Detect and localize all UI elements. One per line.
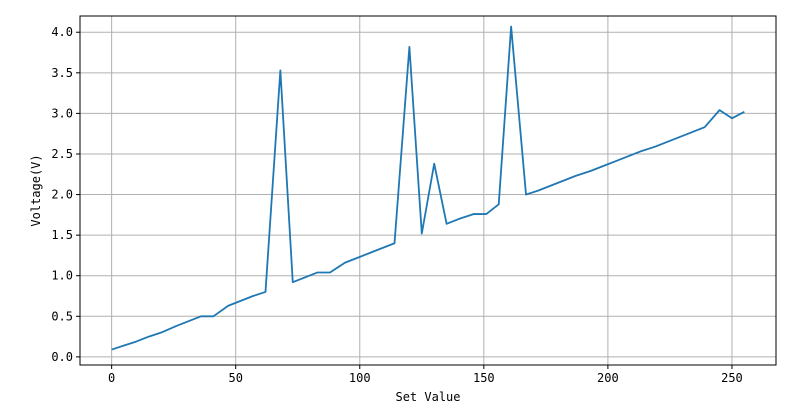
y-tick-label: 2.5: [51, 147, 73, 161]
x-tick-label: 150: [473, 371, 495, 385]
x-tick-label: 50: [228, 371, 242, 385]
y-tick-label: 4.0: [51, 25, 73, 39]
plot-frame: [79, 15, 777, 366]
x-tick-label: 200: [597, 371, 619, 385]
series-line: [111, 25, 745, 351]
y-tick-label: 1.5: [51, 228, 73, 242]
x-axis: 0 50 100 150 200 250: [108, 365, 743, 385]
x-tick-label: 0: [108, 371, 115, 385]
y-tick-label: 3.5: [51, 66, 73, 80]
y-tick-label: 2.0: [51, 188, 73, 202]
y-axis-label: Voltage(V): [29, 154, 43, 226]
x-tick-label: 100: [349, 371, 371, 385]
x-axis-label: Set Value: [395, 390, 460, 404]
x-tick-label: 250: [721, 371, 743, 385]
series-layer: [111, 25, 745, 351]
y-axis: 0.0 0.5 1.0 1.5 2.0 2.5 3.0 3.5 4.0: [51, 25, 80, 364]
grid: [80, 16, 776, 365]
y-tick-label: 0.0: [51, 350, 73, 364]
y-tick-label: 3.0: [51, 106, 73, 120]
y-tick-label: 1.0: [51, 269, 73, 283]
y-tick-label: 0.5: [51, 309, 73, 323]
